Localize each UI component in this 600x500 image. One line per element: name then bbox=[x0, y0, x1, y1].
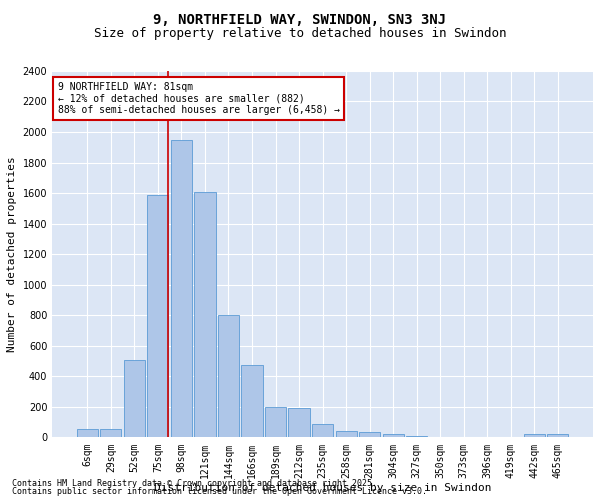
Bar bbox=[547, 434, 568, 438]
Bar bbox=[124, 360, 145, 438]
Bar bbox=[265, 407, 286, 438]
X-axis label: Distribution of detached houses by size in Swindon: Distribution of detached houses by size … bbox=[154, 483, 491, 493]
Bar bbox=[77, 429, 98, 438]
Bar bbox=[194, 192, 215, 438]
Text: Size of property relative to detached houses in Swindon: Size of property relative to detached ho… bbox=[94, 28, 506, 40]
Bar bbox=[524, 434, 545, 438]
Bar bbox=[147, 194, 169, 438]
Bar bbox=[406, 436, 427, 438]
Bar bbox=[218, 315, 239, 438]
Bar bbox=[383, 434, 404, 438]
Bar bbox=[430, 436, 451, 438]
Bar bbox=[359, 432, 380, 438]
Text: 9, NORTHFIELD WAY, SWINDON, SN3 3NJ: 9, NORTHFIELD WAY, SWINDON, SN3 3NJ bbox=[154, 12, 446, 26]
Bar bbox=[171, 140, 192, 438]
Bar bbox=[289, 408, 310, 438]
Y-axis label: Number of detached properties: Number of detached properties bbox=[7, 156, 17, 352]
Text: Contains public sector information licensed under the Open Government Licence v3: Contains public sector information licen… bbox=[12, 487, 427, 496]
Bar bbox=[335, 432, 357, 438]
Bar bbox=[241, 365, 263, 438]
Text: 9 NORTHFIELD WAY: 81sqm
← 12% of detached houses are smaller (882)
88% of semi-d: 9 NORTHFIELD WAY: 81sqm ← 12% of detache… bbox=[58, 82, 340, 115]
Bar bbox=[100, 429, 121, 438]
Bar bbox=[312, 424, 333, 438]
Text: Contains HM Land Registry data © Crown copyright and database right 2025.: Contains HM Land Registry data © Crown c… bbox=[12, 478, 377, 488]
